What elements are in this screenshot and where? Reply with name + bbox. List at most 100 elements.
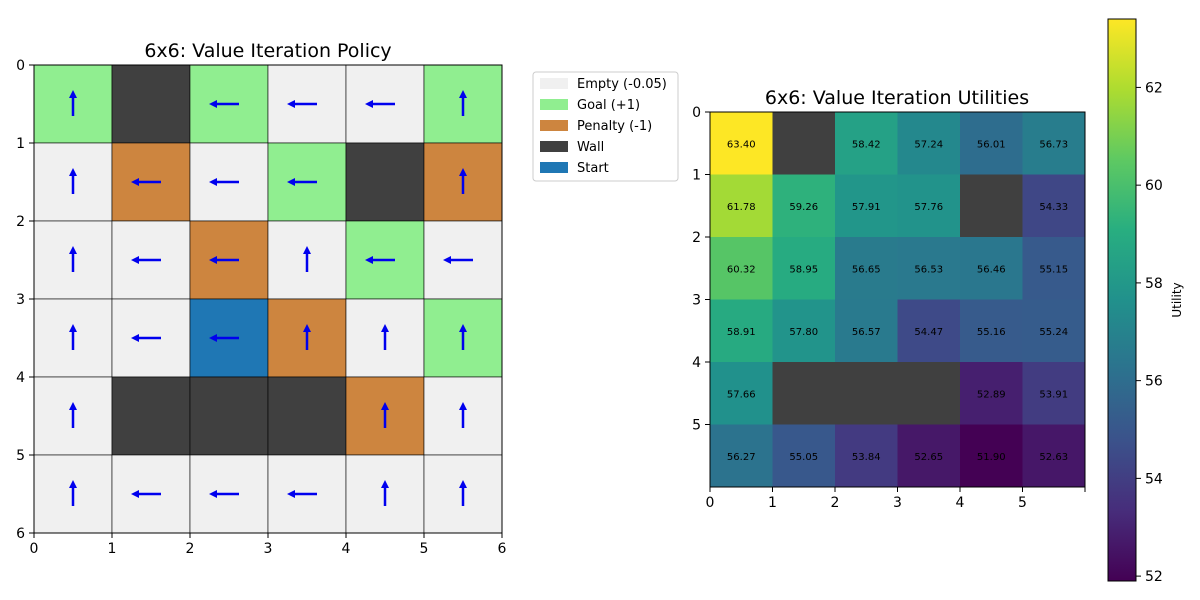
x-tick-label: 4 xyxy=(956,495,965,511)
utility-cell xyxy=(772,424,836,488)
utility-value-label: 52.65 xyxy=(914,452,943,463)
utility-cell xyxy=(772,299,836,363)
utility-cell-wall xyxy=(772,112,836,175)
utility-cell xyxy=(960,112,1023,175)
utility-value-label: 58.91 xyxy=(727,327,756,338)
legend-swatch xyxy=(540,78,568,89)
utility-cell xyxy=(772,174,836,238)
policy-arrow-up xyxy=(69,168,77,194)
x-tick-label: 6 xyxy=(498,541,507,557)
legend-label: Start xyxy=(577,161,609,176)
policy-arrows xyxy=(69,90,473,506)
utility-cell-wall xyxy=(960,174,1023,238)
policy-cells xyxy=(33,64,503,534)
legend-entry: Empty (-0.05) xyxy=(540,77,667,92)
y-tick-label: 4 xyxy=(16,370,25,386)
utility-cell xyxy=(1022,424,1086,488)
legend-entry: Penalty (-1) xyxy=(540,119,652,134)
policy-arrow-left xyxy=(209,256,239,264)
utility-cell xyxy=(1022,362,1086,425)
utility-value-label: 56.73 xyxy=(1039,139,1068,150)
utility-value-label: 63.40 xyxy=(727,139,756,150)
colorbar-tick-label: 58 xyxy=(1145,276,1163,292)
legend-label: Penalty (-1) xyxy=(577,119,652,134)
utility-cell-wall xyxy=(897,362,961,425)
colorbar-tick-label: 56 xyxy=(1145,374,1163,390)
policy-arrow-left xyxy=(365,100,395,108)
utility-cell xyxy=(897,237,961,300)
policy-arrow-up xyxy=(381,480,389,506)
policy-arrow-up xyxy=(69,402,77,428)
utility-cell xyxy=(835,112,898,175)
x-tick-label: 1 xyxy=(768,495,777,511)
y-tick-label: 1 xyxy=(16,136,25,152)
y-tick-label: 2 xyxy=(16,214,25,230)
legend-swatch xyxy=(540,120,568,131)
legend-label: Goal (+1) xyxy=(577,98,640,113)
utility-value-label: 57.91 xyxy=(852,202,881,213)
utility-cell-wall xyxy=(835,362,898,425)
utility-value-label: 58.42 xyxy=(852,139,881,150)
colorbar-gradient xyxy=(1107,18,1137,582)
utility-value-label: 54.47 xyxy=(914,327,943,338)
x-tick-label: 5 xyxy=(420,541,429,557)
legend-swatch xyxy=(540,141,568,152)
legend-entry: Goal (+1) xyxy=(540,98,640,113)
legend-entry: Start xyxy=(540,161,609,176)
utility-cell xyxy=(835,237,898,300)
policy-x-axis: 0 1 2 3 4 5 6 xyxy=(30,533,507,557)
policy-arrow-left xyxy=(131,178,161,186)
utility-cell xyxy=(772,237,836,300)
policy-y-axis: 0 1 2 3 4 5 6 xyxy=(16,58,34,542)
colorbar-tick-label: 54 xyxy=(1145,471,1163,487)
utility-value-label: 57.24 xyxy=(914,139,943,150)
policy-cell-wall xyxy=(189,376,269,456)
policy-arrow-up xyxy=(69,90,77,116)
colorbar-tick-label: 62 xyxy=(1145,80,1163,96)
legend-swatch xyxy=(540,162,568,173)
utility-cell xyxy=(960,362,1023,425)
utility-value-label: 56.46 xyxy=(977,264,1006,275)
utility-cell xyxy=(710,237,773,300)
policy-arrow-up xyxy=(459,480,467,506)
policy-arrow-up xyxy=(303,324,311,350)
x-tick-label: 0 xyxy=(30,541,39,557)
utility-cell xyxy=(835,299,898,363)
policy-arrow-left xyxy=(365,256,395,264)
y-tick-label: 3 xyxy=(16,292,25,308)
y-tick-label: 2 xyxy=(692,230,701,246)
utility-cell xyxy=(710,424,773,488)
utility-value-label: 54.33 xyxy=(1039,202,1068,213)
x-tick-label: 3 xyxy=(264,541,273,557)
utility-value-label: 57.80 xyxy=(789,327,818,338)
utility-cell xyxy=(897,174,961,238)
utility-cell xyxy=(1022,299,1086,363)
y-tick-label: 4 xyxy=(692,355,701,371)
x-tick-label: 2 xyxy=(186,541,195,557)
x-tick-label: 5 xyxy=(1018,495,1027,511)
utility-value-label: 56.53 xyxy=(914,264,943,275)
policy-chart: 6x6: Value Iteration Policy 0 1 2 3 4 5 6 0 1 2 3… xyxy=(16,40,506,557)
policy-cell-wall xyxy=(267,376,347,456)
legend-label: Empty (-0.05) xyxy=(577,77,667,92)
utility-cell xyxy=(960,237,1023,300)
policy-arrow-left xyxy=(209,334,239,342)
policy-arrow-up xyxy=(303,246,311,272)
colorbar-ticks: 52 54 56 58 60 62 xyxy=(1136,80,1163,585)
policy-arrow-left xyxy=(443,256,473,264)
utility-cell xyxy=(1022,237,1086,300)
policy-arrow-up xyxy=(459,168,467,194)
utilities-chart: 6x6: Value Iteration Utilities 63.40 58.4… xyxy=(692,87,1086,511)
utility-cell xyxy=(835,424,898,488)
policy-arrow-up xyxy=(381,402,389,428)
utility-value-label: 52.63 xyxy=(1039,452,1068,463)
policy-cell-wall xyxy=(111,64,191,144)
y-tick-label: 6 xyxy=(16,526,25,542)
colorbar-tick-label: 52 xyxy=(1145,569,1163,585)
x-tick-label: 3 xyxy=(893,495,902,511)
policy-arrow-left xyxy=(209,100,239,108)
policy-arrow-left xyxy=(131,334,161,342)
policy-arrow-up xyxy=(459,402,467,428)
utility-cell xyxy=(710,174,773,238)
